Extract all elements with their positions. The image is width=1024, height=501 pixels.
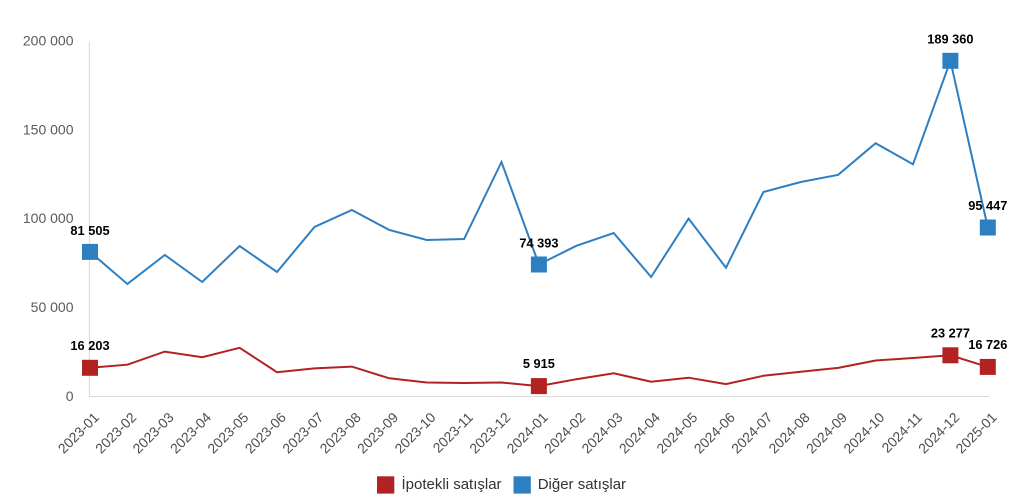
- svg-text:2023-10: 2023-10: [391, 409, 439, 457]
- svg-text:Diğer satışlar: Diğer satışlar: [538, 476, 626, 493]
- svg-text:23 277: 23 277: [931, 325, 970, 340]
- svg-text:5 915: 5 915: [523, 356, 555, 371]
- svg-text:189 360: 189 360: [927, 31, 973, 46]
- svg-text:81 505: 81 505: [70, 223, 109, 238]
- svg-text:İpotekli satışlar: İpotekli satışlar: [402, 475, 502, 493]
- svg-text:150 000: 150 000: [23, 121, 74, 137]
- svg-text:50 000: 50 000: [31, 299, 74, 315]
- svg-text:100 000: 100 000: [23, 210, 74, 226]
- svg-text:0: 0: [66, 388, 74, 404]
- svg-text:200 000: 200 000: [23, 33, 74, 49]
- svg-text:2024-10: 2024-10: [840, 409, 888, 457]
- svg-text:95 447: 95 447: [968, 198, 1007, 213]
- svg-text:2025-01: 2025-01: [952, 409, 1000, 457]
- svg-text:16 726: 16 726: [968, 337, 1007, 352]
- svg-text:16 203: 16 203: [70, 338, 109, 353]
- svg-text:74 393: 74 393: [519, 236, 558, 251]
